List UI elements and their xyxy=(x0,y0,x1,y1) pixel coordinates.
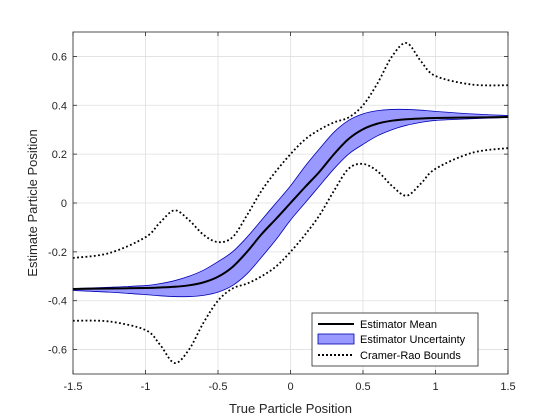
y-tick-label: 0 xyxy=(61,198,67,210)
x-tick-label: -1 xyxy=(141,381,151,393)
y-tick-label: -0.6 xyxy=(48,345,67,357)
x-tick-label: 1 xyxy=(432,381,438,393)
ticks: -1.5 -1 -0.5 0 0.5 1 1.5 -0.6 -0.4 -0.2 0 0.2 0.4 0.6 xyxy=(48,32,516,393)
cramer-rao-upper-line xyxy=(72,42,509,259)
estimator-mean-line xyxy=(72,116,509,290)
x-tick-label: -0.5 xyxy=(209,381,228,393)
legend-swatch-uncertainty xyxy=(317,333,355,345)
legend-label-bounds: Cramer-Rao Bounds xyxy=(360,350,461,362)
x-tick-label: 0.5 xyxy=(355,381,370,393)
x-tick-label: 0 xyxy=(287,381,293,393)
legend-label-mean: Estimator Mean xyxy=(360,319,437,331)
y-tick-label: -0.2 xyxy=(48,247,67,259)
y-tick-label: 0.4 xyxy=(52,100,67,112)
y-tick-label: 0.6 xyxy=(52,51,67,63)
y-tick-label: -0.4 xyxy=(48,296,67,308)
x-axis-label: True Particle Position xyxy=(229,401,352,416)
y-axis-label: Estimate Particle Position xyxy=(25,129,40,276)
x-tick-label: 1.5 xyxy=(500,381,515,393)
y-tick-label: 0.2 xyxy=(52,149,67,161)
legend-label-uncertainty: Estimator Uncertainty xyxy=(360,334,466,346)
x-tick-label: -1.5 xyxy=(64,381,83,393)
cramer-rao-lower-line xyxy=(72,147,509,364)
legend: Estimator Mean Estimator Uncertainty Cra… xyxy=(311,312,479,367)
